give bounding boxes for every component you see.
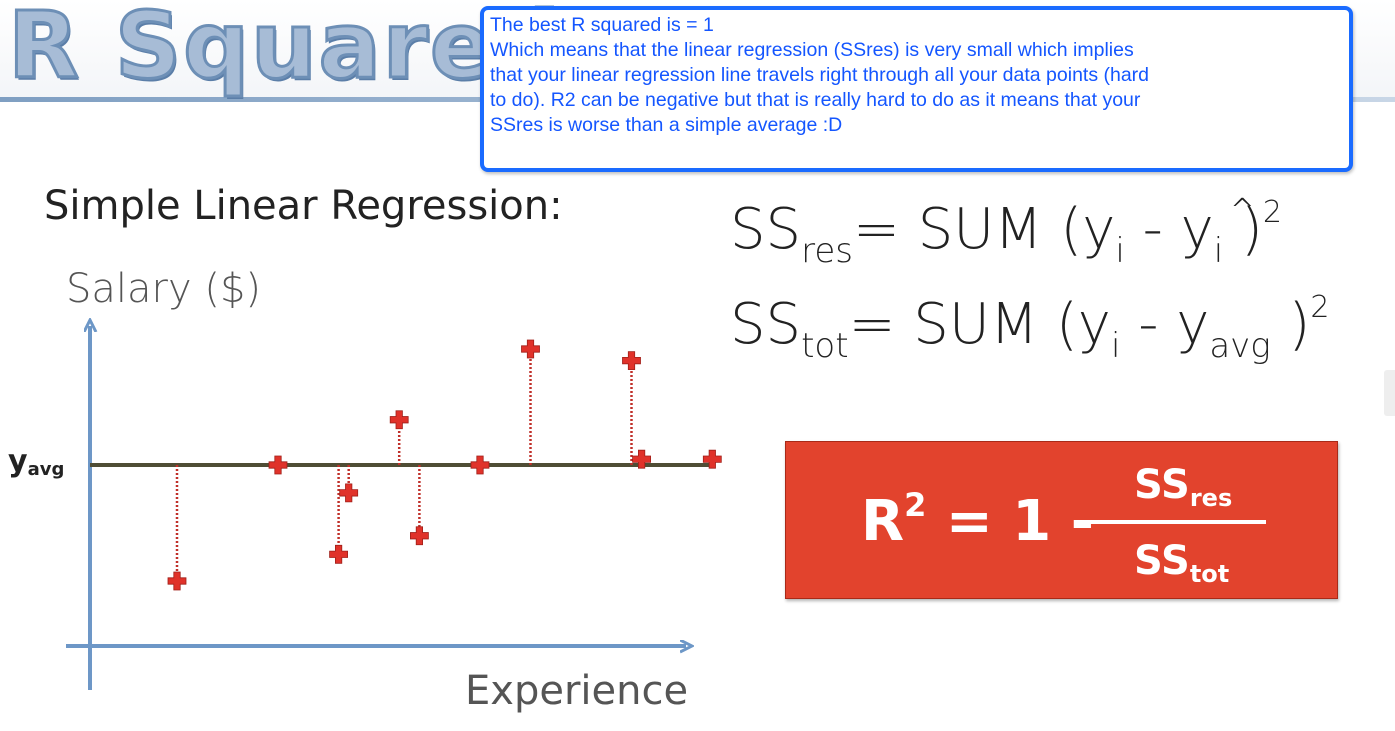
data-point	[521, 339, 540, 359]
data-point	[389, 410, 409, 430]
ss-tot-formula: SStot= SUM (yi - yavg )2	[730, 290, 1330, 366]
data-point	[339, 483, 359, 503]
data-point	[702, 449, 722, 469]
side-scroll-tab[interactable]	[1384, 370, 1395, 416]
data-point	[410, 526, 429, 546]
annotation-callout: The best R squared is = 1 Which means th…	[480, 6, 1353, 172]
data-point	[167, 571, 187, 591]
callout-line: to do). R2 can be negative but that is r…	[490, 89, 1141, 111]
y-axis-label: Salary ($)	[66, 266, 262, 312]
data-point	[268, 455, 288, 475]
data-point	[632, 449, 651, 469]
y-avg-label: yavg	[8, 444, 65, 480]
r-squared-formula-box: R2 = 1 - SSres SStot	[785, 441, 1338, 599]
section-subtitle: Simple Linear Regression:	[44, 183, 563, 229]
data-points	[167, 339, 722, 591]
data-point	[329, 544, 348, 564]
fraction-bar	[1086, 520, 1266, 524]
ss-res-formula: SSres= SUM (yi - yi ^ )2	[730, 193, 1282, 271]
x-axis-label: Experience	[465, 668, 689, 714]
slide-title: R Squared	[6, 0, 563, 101]
callout-line: Which means that the linear regression (…	[490, 39, 1134, 61]
fraction-denominator: SStot	[1134, 538, 1230, 588]
r-squared-lhs: R2 = 1 -	[861, 486, 1095, 554]
fraction-numerator: SSres	[1134, 462, 1233, 512]
data-point	[470, 455, 490, 475]
callout-line: that your linear regression line travels…	[490, 64, 1150, 86]
data-point	[622, 351, 641, 370]
callout-line: The best R squared is = 1	[490, 14, 714, 36]
callout-line: SSres is worse than a simple average :D	[490, 114, 843, 136]
